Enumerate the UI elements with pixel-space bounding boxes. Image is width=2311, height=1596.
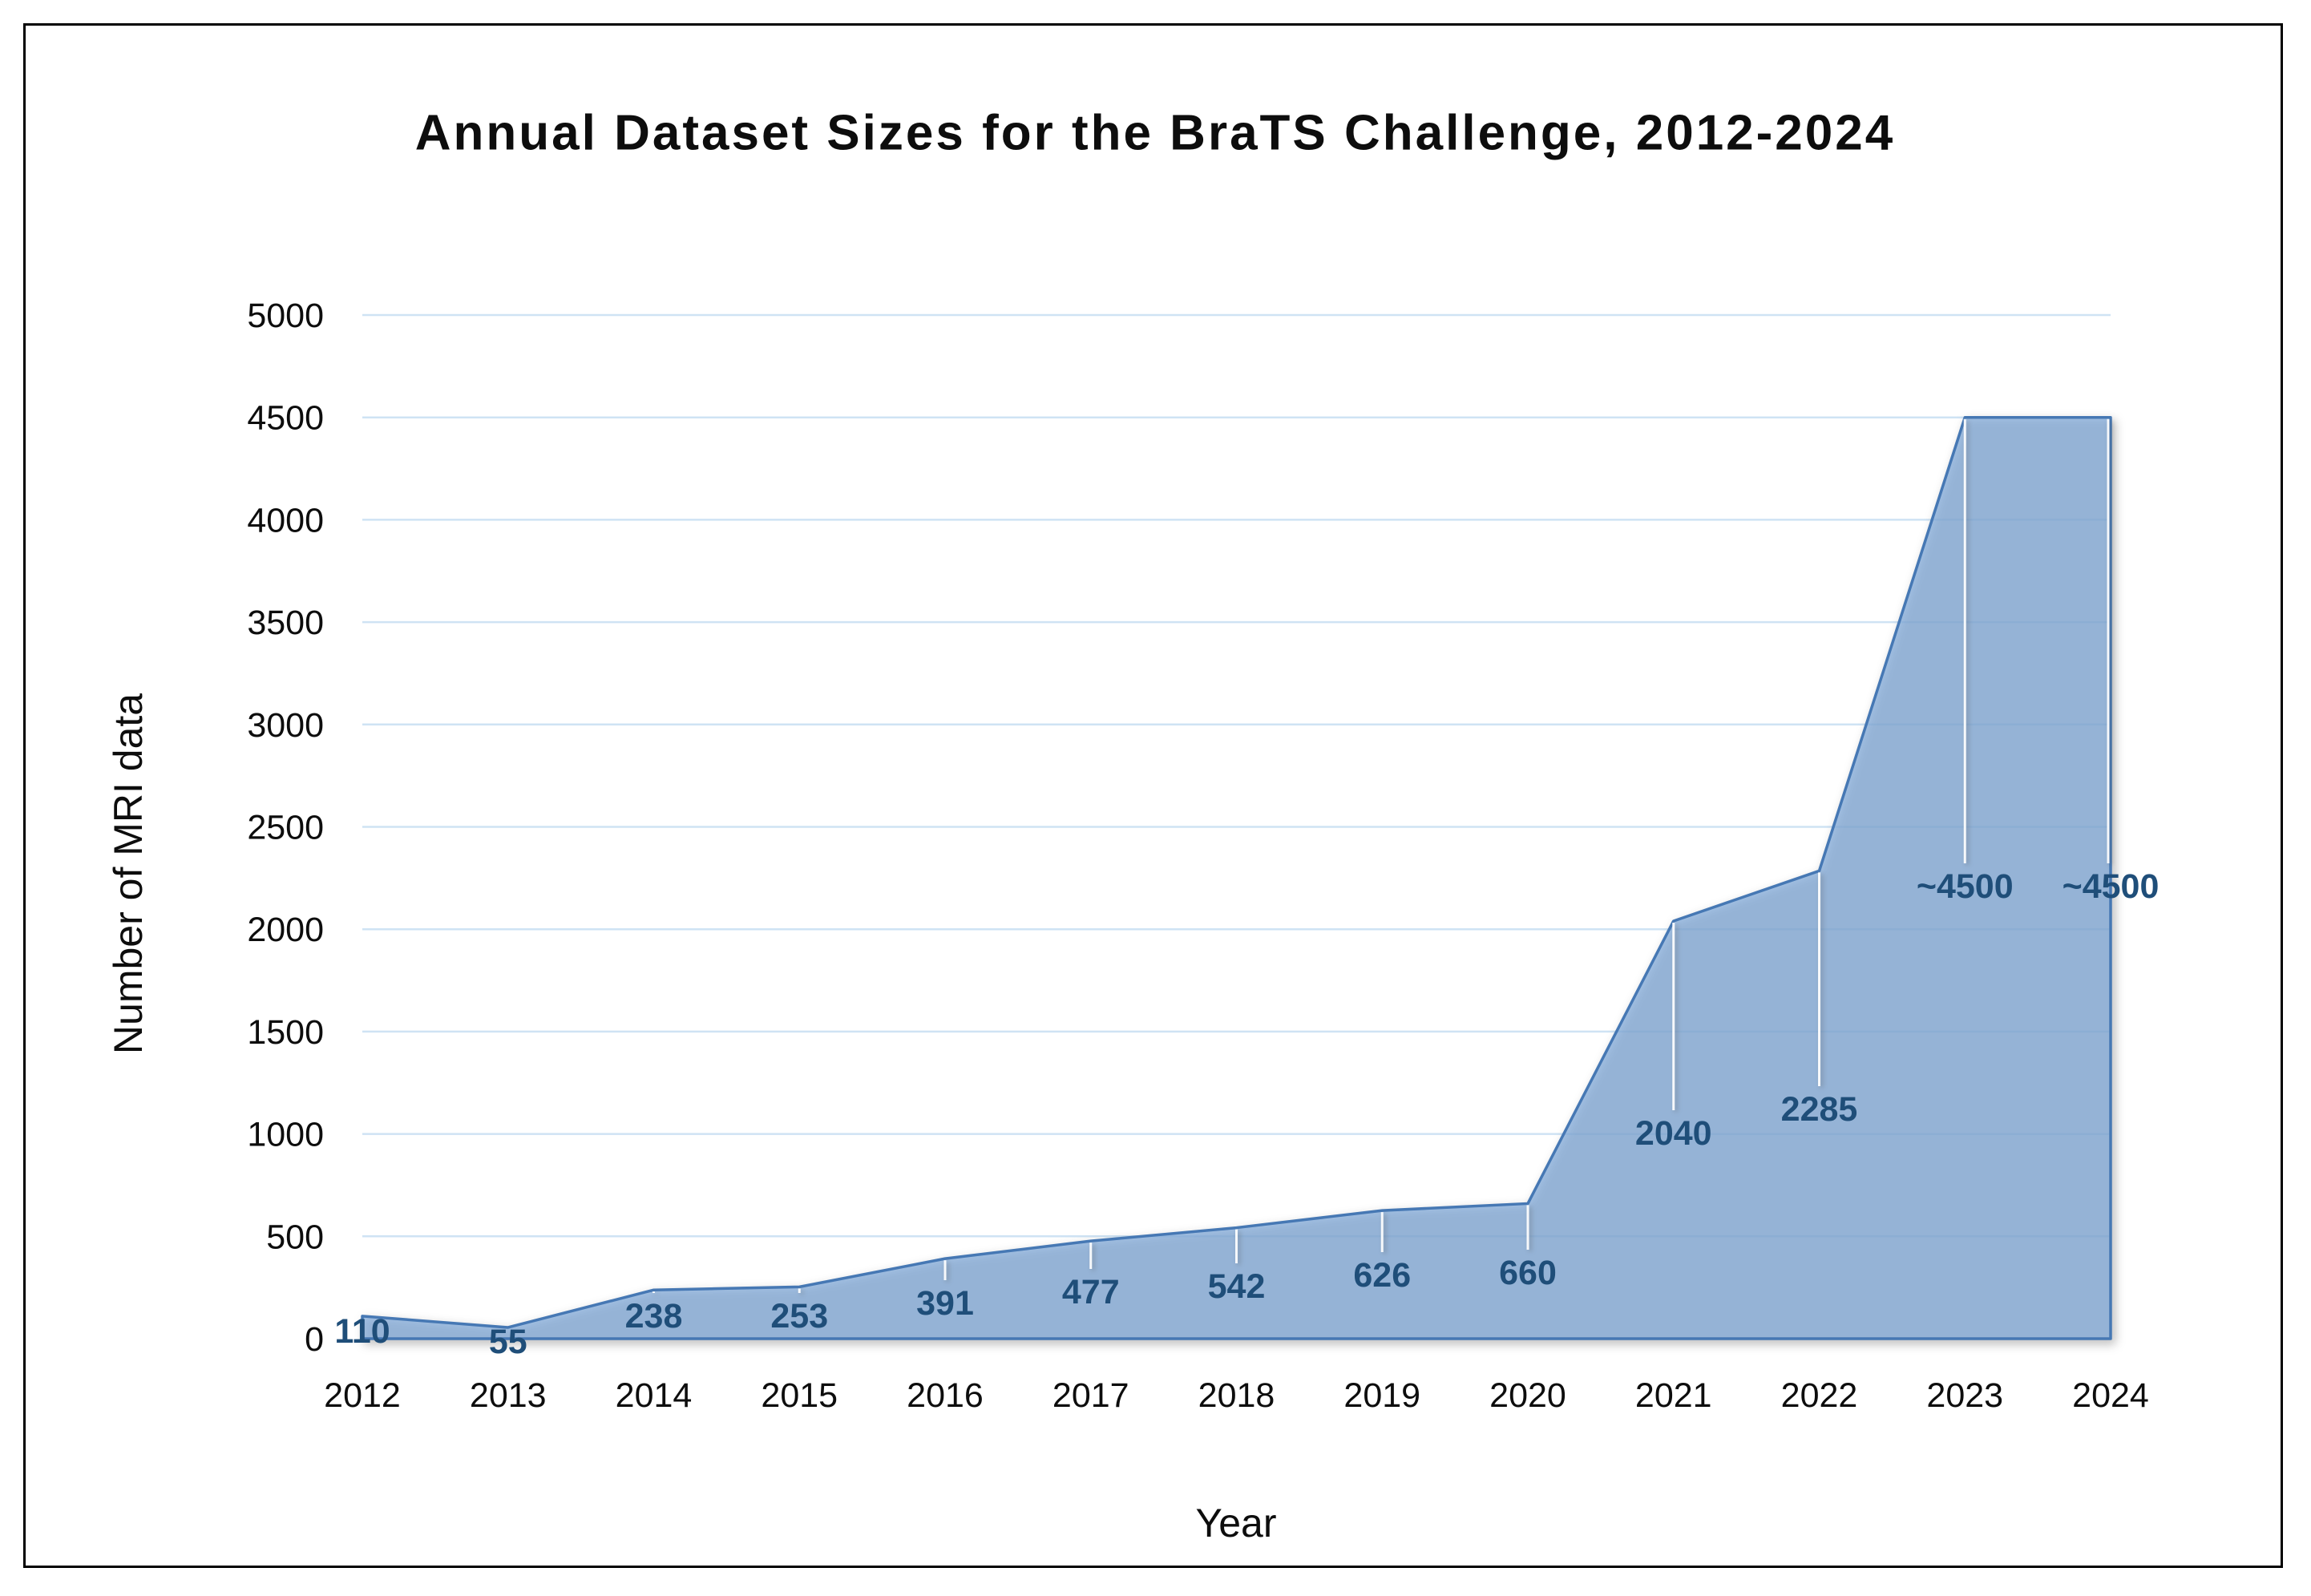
x-tick-label: 2012: [324, 1376, 401, 1415]
leader-lines: [652, 418, 2110, 1293]
x-tick-label: 2024: [2072, 1376, 2149, 1415]
y-tick-label: 0: [305, 1320, 324, 1359]
data-label: 626: [1353, 1256, 1411, 1295]
x-tick-label: 2019: [1343, 1376, 1420, 1415]
x-axis-ticks: 2012 2013 2014 2015 2016 2017 2018 2019 2020 2021…: [324, 1376, 2149, 1415]
y-axis-ticks: 0 500 1000 1500 2000 2500 3000 3500 4000 4500 5000: [247, 297, 324, 1359]
data-label: 55: [489, 1323, 527, 1361]
x-tick-label: 2022: [1781, 1376, 1858, 1415]
data-label: ~4500: [1917, 867, 2014, 906]
y-tick-label: 500: [266, 1218, 324, 1256]
x-tick-label: 2013: [470, 1376, 547, 1415]
data-label: ~4500: [2063, 867, 2159, 906]
chart-title: Annual Dataset Sizes for the BraTS Chall…: [414, 105, 1896, 161]
y-tick-label: 1500: [247, 1013, 324, 1052]
x-axis-title: Year: [1195, 1501, 1277, 1545]
x-tick-label: 2020: [1489, 1376, 1566, 1415]
y-tick-label: 1000: [247, 1116, 324, 1154]
y-tick-label: 4000: [247, 501, 324, 539]
data-label: 391: [916, 1284, 974, 1323]
area-series: [361, 415, 2112, 1340]
data-label: 238: [625, 1297, 683, 1335]
x-tick-label: 2018: [1198, 1376, 1275, 1415]
data-label: 660: [1499, 1254, 1557, 1292]
y-tick-label: 3500: [247, 604, 324, 642]
chart-border: [23, 23, 2283, 1568]
x-tick-label: 2016: [907, 1376, 984, 1415]
data-label: 2285: [1781, 1090, 1858, 1129]
y-tick-label: 2000: [247, 911, 324, 949]
y-tick-label: 5000: [247, 297, 324, 335]
data-label: 110: [334, 1312, 390, 1351]
data-label: 2040: [1635, 1114, 1712, 1153]
data-labels: 110 55 238 253 391 477 542 626 660 2040 2285 ~4500 ~…: [334, 867, 2159, 1361]
x-tick-label: 2023: [1926, 1376, 2003, 1415]
data-label: 253: [770, 1297, 828, 1335]
y-tick-label: 3000: [247, 706, 324, 745]
data-label: 477: [1062, 1273, 1120, 1311]
x-tick-label: 2021: [1635, 1376, 1712, 1415]
x-tick-label: 2015: [761, 1376, 838, 1415]
x-tick-label: 2017: [1052, 1376, 1129, 1415]
y-tick-label: 2500: [247, 809, 324, 847]
x-tick-label: 2014: [616, 1376, 693, 1415]
y-tick-label: 4500: [247, 399, 324, 438]
data-label: 542: [1208, 1267, 1266, 1306]
